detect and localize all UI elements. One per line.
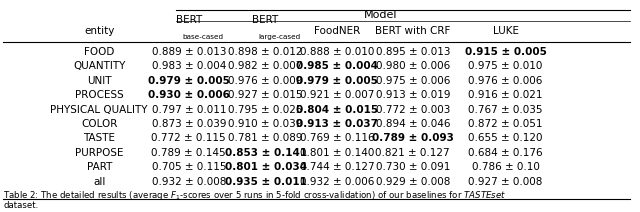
Text: 0.979 ± 0.005: 0.979 ± 0.005	[148, 76, 230, 86]
Text: 0.801 ± 0.034: 0.801 ± 0.034	[225, 162, 307, 172]
Text: LUKE: LUKE	[493, 26, 518, 36]
Text: 0.872 ± 0.051: 0.872 ± 0.051	[468, 119, 543, 129]
Text: 0.655 ± 0.120: 0.655 ± 0.120	[468, 133, 543, 144]
Text: 0.801 ± 0.140: 0.801 ± 0.140	[300, 148, 374, 158]
Text: 0.895 ± 0.013: 0.895 ± 0.013	[376, 47, 450, 57]
Text: 0.821 ± 0.127: 0.821 ± 0.127	[376, 148, 450, 158]
Text: 0.789 ± 0.145: 0.789 ± 0.145	[152, 148, 226, 158]
Text: 0.797 ± 0.011: 0.797 ± 0.011	[152, 105, 226, 115]
Text: all: all	[93, 177, 106, 187]
Text: base-cased: base-cased	[182, 34, 223, 40]
Text: BERT: BERT	[175, 15, 202, 25]
Text: 0.910 ± 0.039: 0.910 ± 0.039	[228, 119, 303, 129]
Text: 0.983 ± 0.004: 0.983 ± 0.004	[152, 61, 226, 71]
Text: 0.930 ± 0.006: 0.930 ± 0.006	[148, 90, 230, 100]
Text: 0.980 ± 0.006: 0.980 ± 0.006	[376, 61, 450, 71]
Text: dataset.: dataset.	[3, 201, 38, 210]
Text: PART: PART	[86, 162, 112, 172]
Text: Model: Model	[364, 10, 397, 20]
Text: 0.982 ± 0.007: 0.982 ± 0.007	[228, 61, 303, 71]
Text: 0.975 ± 0.006: 0.975 ± 0.006	[376, 76, 450, 86]
Text: UNIT: UNIT	[87, 76, 111, 86]
Text: large-cased: large-cased	[259, 34, 301, 40]
Text: 0.916 ± 0.021: 0.916 ± 0.021	[468, 90, 543, 100]
Text: 0.781 ± 0.089: 0.781 ± 0.089	[228, 133, 303, 144]
Text: FOOD: FOOD	[84, 47, 115, 57]
Text: 0.985 ± 0.004: 0.985 ± 0.004	[296, 61, 378, 71]
Text: BERT: BERT	[252, 15, 279, 25]
Text: 0.789 ± 0.093: 0.789 ± 0.093	[372, 133, 454, 144]
Text: 0.705 ± 0.115: 0.705 ± 0.115	[152, 162, 226, 172]
Text: 0.975 ± 0.010: 0.975 ± 0.010	[468, 61, 543, 71]
Text: BERT with CRF: BERT with CRF	[375, 26, 451, 36]
Text: 0.913 ± 0.037: 0.913 ± 0.037	[296, 119, 378, 129]
Text: 0.730 ± 0.091: 0.730 ± 0.091	[376, 162, 450, 172]
Text: PHYSICAL QUALITY: PHYSICAL QUALITY	[51, 105, 148, 115]
Text: FoodNER: FoodNER	[314, 26, 360, 36]
Text: 0.767 ± 0.035: 0.767 ± 0.035	[468, 105, 543, 115]
Text: 0.804 ± 0.015: 0.804 ± 0.015	[296, 105, 378, 115]
Text: 0.932 ± 0.006: 0.932 ± 0.006	[300, 177, 374, 187]
Text: PURPOSE: PURPOSE	[75, 148, 124, 158]
Text: COLOR: COLOR	[81, 119, 117, 129]
Text: 0.853 ± 0.141: 0.853 ± 0.141	[225, 148, 307, 158]
Text: 0.769 ± 0.116: 0.769 ± 0.116	[300, 133, 374, 144]
Text: 0.915 ± 0.005: 0.915 ± 0.005	[465, 47, 547, 57]
Text: 0.976 ± 0.006: 0.976 ± 0.006	[468, 76, 543, 86]
Text: 0.684 ± 0.176: 0.684 ± 0.176	[468, 148, 543, 158]
Text: 0.772 ± 0.003: 0.772 ± 0.003	[376, 105, 450, 115]
Text: Table 2: The detailed results (average $F_1$-scores over 5 runs in 5-fold cross-: Table 2: The detailed results (average $…	[3, 190, 506, 202]
Text: entity: entity	[84, 26, 115, 36]
Text: 0.898 ± 0.012: 0.898 ± 0.012	[228, 47, 303, 57]
Text: 0.932 ± 0.008: 0.932 ± 0.008	[152, 177, 226, 187]
Text: 0.744 ± 0.127: 0.744 ± 0.127	[300, 162, 374, 172]
Text: 0.921 ± 0.007: 0.921 ± 0.007	[300, 90, 374, 100]
Text: 0.929 ± 0.008: 0.929 ± 0.008	[376, 177, 450, 187]
Text: 0.927 ± 0.008: 0.927 ± 0.008	[468, 177, 543, 187]
Text: PROCESS: PROCESS	[75, 90, 124, 100]
Text: 0.889 ± 0.013: 0.889 ± 0.013	[152, 47, 226, 57]
Text: 0.913 ± 0.019: 0.913 ± 0.019	[376, 90, 450, 100]
Text: 0.873 ± 0.039: 0.873 ± 0.039	[152, 119, 226, 129]
Text: 0.894 ± 0.046: 0.894 ± 0.046	[376, 119, 450, 129]
Text: 0.772 ± 0.115: 0.772 ± 0.115	[152, 133, 226, 144]
Text: 0.786 ± 0.10: 0.786 ± 0.10	[472, 162, 540, 172]
Text: 0.976 ± 0.009: 0.976 ± 0.009	[228, 76, 303, 86]
Text: 0.795 ± 0.025: 0.795 ± 0.025	[228, 105, 303, 115]
Text: 0.979 ± 0.005: 0.979 ± 0.005	[296, 76, 378, 86]
Text: 0.888 ± 0.010: 0.888 ± 0.010	[300, 47, 374, 57]
Text: 0.927 ± 0.015: 0.927 ± 0.015	[228, 90, 303, 100]
Text: 0.935 ± 0.011: 0.935 ± 0.011	[225, 177, 307, 187]
Text: QUANTITY: QUANTITY	[73, 61, 125, 71]
Text: TASTE: TASTE	[83, 133, 115, 144]
